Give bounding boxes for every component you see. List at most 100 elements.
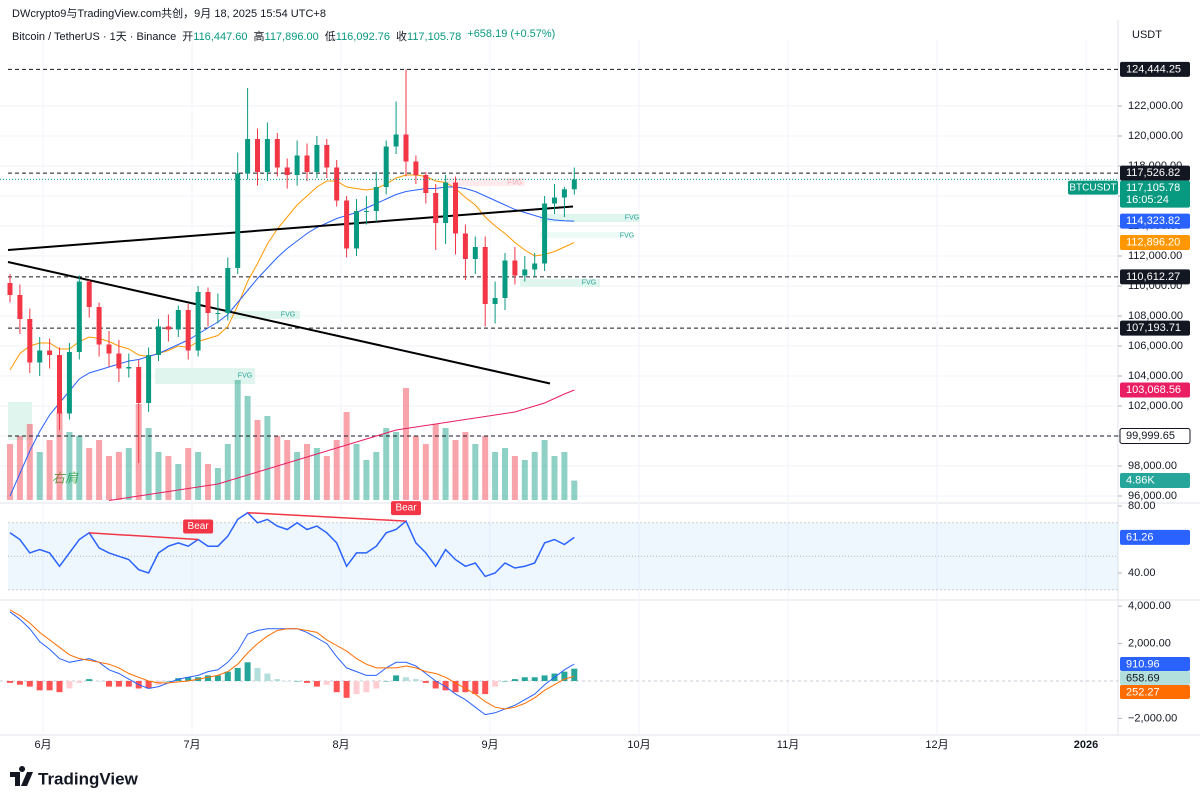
macd-histogram-bar: [442, 680, 449, 691]
volume-bar: [254, 420, 261, 500]
macd-histogram-bar: [244, 662, 251, 681]
volume-bar: [294, 452, 301, 500]
macd-histogram-bar: [16, 680, 23, 685]
volume-bar: [36, 452, 43, 500]
candle-body: [66, 351, 72, 414]
y-tick-label: 98,000.00: [1128, 460, 1177, 472]
volume-bar: [106, 456, 112, 500]
macd-histogram-bar: [482, 680, 489, 695]
macd-histogram-bar: [323, 680, 330, 685]
divergence-tag: [183, 519, 214, 534]
volume-label: 4.86K: [1126, 475, 1155, 487]
volume-bar: [383, 428, 390, 500]
volume-bar: [521, 460, 528, 500]
macd-histogram-bar: [66, 680, 73, 689]
candle-body: [304, 155, 310, 172]
volume-bar: [502, 448, 508, 500]
candle-body: [57, 354, 62, 414]
candle-body: [96, 306, 102, 345]
ohlc-label: 开: [182, 31, 194, 43]
ohlc-item: 低116,092.76: [325, 28, 390, 44]
signal-label: 252.27: [1126, 686, 1160, 698]
macd-histogram-bar: [561, 671, 568, 681]
macd-histogram-bar: [502, 680, 508, 682]
candle-body: [126, 366, 132, 369]
ohlc-label: 收: [396, 31, 408, 43]
macd-histogram-bar: [492, 680, 499, 687]
y-tick-label: 104,000.00: [1128, 370, 1183, 382]
macd-histogram-bar: [313, 680, 320, 687]
macd-histogram-bar: [76, 680, 83, 683]
volume-bar: [403, 388, 409, 500]
candle-body: [225, 267, 231, 313]
level-label: 107,193.71: [1126, 322, 1181, 334]
macd-histogram-bar: [106, 680, 112, 687]
fvg-label: FVG: [625, 215, 639, 222]
macd-histogram-bar: [304, 680, 310, 683]
candle-body: [532, 263, 538, 270]
candle-body: [512, 260, 518, 276]
y-tick-label: 80.00: [1128, 500, 1156, 512]
candle-body: [571, 179, 577, 190]
fvg-zone: [445, 178, 525, 186]
fvg-zone: [8, 402, 32, 440]
level-label-box: [1120, 320, 1190, 336]
ma-label-box: [1120, 213, 1190, 229]
signal-line: [9, 609, 575, 710]
candle-body: [274, 138, 280, 168]
volume-bar: [462, 432, 469, 500]
candle-body: [7, 282, 13, 295]
candle-body: [37, 350, 43, 363]
y-tick-label: 122,000.00: [1128, 100, 1183, 112]
candle-body: [522, 269, 528, 276]
macd-histogram-bar: [462, 680, 469, 693]
level-label-box: [1120, 269, 1190, 285]
macd-histogram-bar: [422, 680, 429, 683]
macd-histogram-bar: [472, 680, 479, 695]
volume-bar: [432, 424, 439, 500]
volume-bar: [323, 456, 330, 500]
macd-histogram-bar: [343, 680, 350, 698]
candle-body: [334, 167, 340, 201]
candle-body: [264, 138, 270, 172]
volume-bar: [511, 456, 518, 500]
candle-body: [106, 344, 112, 354]
fvg-label: FVG: [281, 312, 295, 319]
macd-histogram-bar: [36, 680, 43, 691]
volume-bar: [234, 380, 241, 500]
x-tick-label: 2026: [1074, 739, 1098, 751]
macd-histogram-bar: [383, 680, 390, 682]
volume-bar: [205, 464, 211, 500]
ma-label-box: [1120, 235, 1190, 251]
candle-body: [76, 281, 82, 352]
volume-bar: [16, 436, 23, 500]
macd-histogram-bar: [46, 680, 53, 691]
x-tick-label: 6月: [34, 739, 51, 751]
volume-bar: [472, 444, 479, 500]
macd-histogram-bar: [541, 675, 548, 681]
currency: USDT: [1132, 29, 1162, 41]
symbol: Bitcoin / TetherUS · 1天 · Binance: [12, 31, 177, 43]
macd-histogram-bar: [56, 680, 63, 693]
candle-body: [185, 309, 191, 351]
candle-body: [482, 246, 488, 304]
macd-histogram-bar: [115, 680, 122, 687]
fvg-label: FVG: [238, 373, 252, 380]
level-label: 124,444.25: [1126, 63, 1181, 75]
candle-body: [86, 281, 92, 307]
volume-bar: [274, 436, 281, 500]
candle-body: [502, 260, 508, 298]
macd-histogram-bar: [452, 680, 459, 693]
volume-bar: [7, 444, 13, 500]
macd-label: 910.96: [1126, 658, 1160, 670]
candle-body: [472, 246, 478, 259]
candle-body: [354, 210, 359, 249]
candle-body: [27, 318, 33, 363]
volume-bar: [264, 416, 271, 500]
y-tick-label: 108,000.00: [1128, 310, 1183, 322]
volume-bar: [393, 432, 400, 500]
volume-bar: [541, 440, 548, 500]
trendline: [7, 261, 551, 385]
